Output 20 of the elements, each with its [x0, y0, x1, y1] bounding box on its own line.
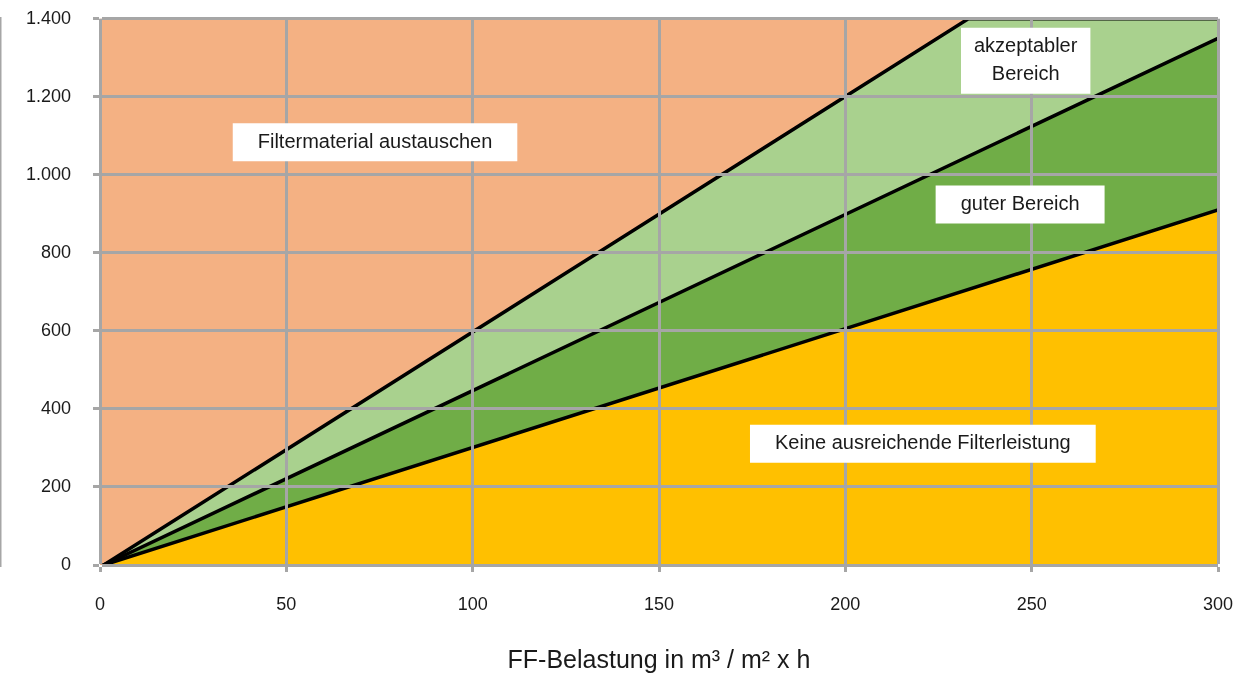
- y-tick-label: 0: [60, 553, 71, 574]
- y-tick-label: 1.000: [25, 163, 71, 184]
- y-tick-label: 200: [40, 475, 71, 496]
- y-tick-label: 1.400: [25, 7, 71, 28]
- x-axis-title: FF-Belastung in m³ / m² x h: [507, 644, 811, 673]
- y-tick-label: 400: [40, 397, 71, 418]
- x-tick-label: 300: [1202, 593, 1234, 614]
- x-tick-label: 0: [94, 593, 106, 614]
- annotation: guter Bereich: [960, 192, 1080, 215]
- annotation: akzeptabler Bereich: [974, 34, 1078, 85]
- x-tick-label: 100: [457, 593, 488, 614]
- x-tick-label: 200: [830, 593, 861, 614]
- annotation: Keine ausreichende Filterleistung: [774, 431, 1071, 454]
- annotation: Filtermaterial austauschen: [257, 129, 493, 152]
- y-tick-label: 800: [40, 241, 71, 262]
- y-tick-label: 1.200: [25, 85, 71, 106]
- x-tick-label: 50: [276, 593, 297, 614]
- x-tick-label: 150: [643, 593, 675, 614]
- y-tick-label: 600: [40, 319, 71, 340]
- x-tick-label: 250: [1016, 593, 1047, 614]
